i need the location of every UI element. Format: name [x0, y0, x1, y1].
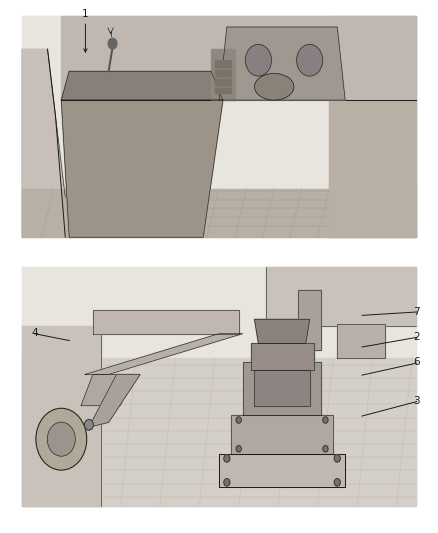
Circle shape: [323, 446, 328, 452]
Polygon shape: [219, 27, 345, 100]
Polygon shape: [266, 266, 416, 326]
Polygon shape: [254, 370, 310, 406]
Text: 3: 3: [413, 396, 420, 406]
Polygon shape: [298, 290, 321, 351]
Circle shape: [323, 417, 328, 423]
Text: 1: 1: [82, 9, 89, 19]
FancyBboxPatch shape: [22, 16, 416, 237]
Polygon shape: [89, 374, 140, 427]
Polygon shape: [337, 324, 385, 358]
Text: 4: 4: [32, 328, 38, 338]
Polygon shape: [251, 343, 314, 370]
Polygon shape: [61, 100, 223, 237]
Polygon shape: [61, 71, 223, 100]
Circle shape: [297, 44, 323, 76]
Text: 6: 6: [413, 358, 420, 367]
Circle shape: [47, 422, 75, 456]
Polygon shape: [22, 266, 416, 506]
Polygon shape: [22, 49, 65, 237]
Circle shape: [108, 38, 117, 49]
Circle shape: [245, 44, 272, 76]
Polygon shape: [93, 310, 239, 334]
Polygon shape: [61, 16, 416, 100]
Polygon shape: [22, 16, 416, 237]
Ellipse shape: [254, 74, 294, 100]
Polygon shape: [254, 319, 310, 343]
Polygon shape: [219, 454, 345, 487]
Circle shape: [236, 446, 241, 452]
Polygon shape: [243, 362, 321, 415]
Polygon shape: [329, 100, 416, 237]
Polygon shape: [81, 374, 132, 406]
Polygon shape: [22, 326, 101, 506]
Text: 2: 2: [413, 332, 420, 342]
Polygon shape: [215, 60, 231, 93]
Polygon shape: [22, 189, 416, 237]
Circle shape: [224, 455, 230, 462]
Polygon shape: [85, 334, 243, 374]
FancyBboxPatch shape: [22, 266, 416, 506]
Polygon shape: [22, 358, 416, 506]
Circle shape: [334, 455, 340, 462]
Polygon shape: [211, 49, 235, 100]
Circle shape: [236, 417, 241, 423]
Text: 7: 7: [413, 307, 420, 317]
Polygon shape: [231, 415, 333, 454]
Circle shape: [334, 479, 340, 486]
Circle shape: [36, 408, 87, 470]
Polygon shape: [329, 16, 416, 237]
Circle shape: [224, 479, 230, 486]
Circle shape: [85, 419, 93, 430]
